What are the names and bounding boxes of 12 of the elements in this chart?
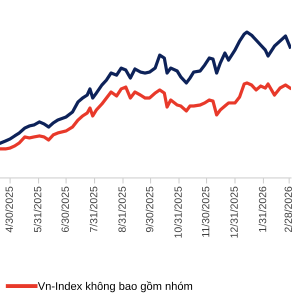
legend-label: Vn-Index không bao gồm nhóm (38, 281, 192, 292)
x-tick-label: 8/31/2025 (118, 186, 126, 232)
x-tick-label: 7/31/2025 (90, 186, 98, 232)
x-tick-label: 6/30/2025 (61, 186, 69, 232)
x-tick-label: 11/30/2025 (202, 186, 210, 237)
x-tick-label: 5/31/2025 (34, 186, 42, 232)
x-tick-label: 1/31/2026 (258, 186, 266, 232)
x-tick-label: 4/30/2025 (5, 186, 13, 232)
x-tick-label: 12/31/2025 (230, 186, 238, 238)
x-tick-label: 9/30/2025 (146, 186, 154, 232)
x-tick-label: 10/31/2025 (174, 186, 182, 238)
x-tick-label: 2/28/2026 (284, 186, 292, 232)
